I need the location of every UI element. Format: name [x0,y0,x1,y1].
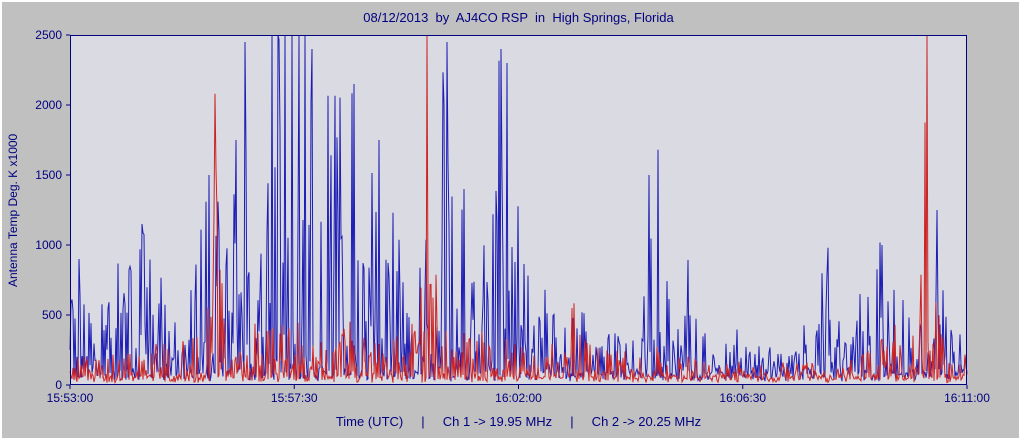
chart-title: 08/12/2013 by AJ4CO RSP in High Springs,… [363,10,674,25]
x-axis-caption: Time (UTC) | Ch 1 -> 19.95 MHz | Ch 2 ->… [335,414,702,429]
series-path-ch2 [69,34,968,385]
y-tick-label: 1000 [35,238,62,252]
x-tick-label: 16:02:00 [495,391,542,405]
y-tick-label: 2000 [35,98,62,112]
plot-border [70,35,967,385]
x-tick-label: 15:57:30 [270,391,318,405]
x-tick-label: 15:53:00 [46,391,94,405]
y-tick-label: 0 [55,378,62,392]
y-tick-label: 1500 [35,168,62,182]
x-tick-label: 16:11:00 [944,391,990,405]
y-tick-label: 2500 [35,28,62,42]
y-tick-label: 500 [41,308,62,322]
x-tick-label: 16:06:30 [719,391,767,405]
